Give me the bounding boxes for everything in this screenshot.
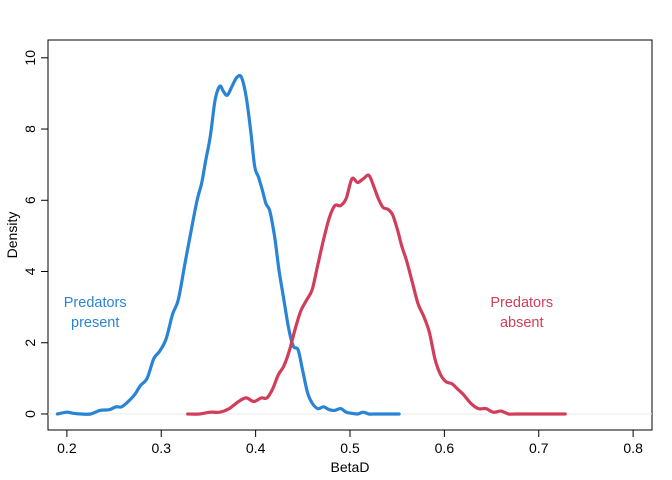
annotation-1: Predators present [64, 295, 127, 331]
x-tick-label: 0.5 [340, 440, 360, 456]
annotation-line: present [71, 315, 119, 331]
density-curve-1 [55, 73, 401, 416]
annotation-line: absent [500, 315, 544, 331]
y-tick-label: 0 [22, 410, 38, 418]
x-tick-label: 0.2 [57, 440, 77, 456]
annotation-2: Predators absent [490, 295, 553, 331]
y-axis: 0 2 4 6 8 10 [22, 50, 48, 418]
y-tick-label: 2 [22, 339, 38, 347]
annotation-layer: Predators present Predators absent [64, 295, 553, 331]
x-axis-label: BetaD [331, 459, 370, 475]
x-tick-label: 0.7 [529, 440, 549, 456]
annotation-line: Predators [64, 295, 127, 311]
y-axis-label: Density [4, 212, 20, 259]
x-axis: 0.2 0.3 0.4 0.5 0.6 0.7 0.8 [57, 430, 643, 456]
x-tick-label: 0.4 [246, 440, 266, 456]
plot-frame [47, 39, 653, 431]
x-tick-label: 0.3 [152, 440, 172, 456]
y-tick-label: 6 [22, 196, 38, 204]
x-tick-label: 0.6 [435, 440, 455, 456]
density-curve-2 [186, 173, 567, 416]
annotation-line: Predators [490, 295, 553, 311]
x-tick-label: 0.8 [623, 440, 643, 456]
y-tick-label: 10 [22, 50, 38, 66]
y-tick-label: 8 [22, 125, 38, 133]
y-tick-label: 4 [22, 267, 38, 275]
series-layer [55, 73, 567, 416]
